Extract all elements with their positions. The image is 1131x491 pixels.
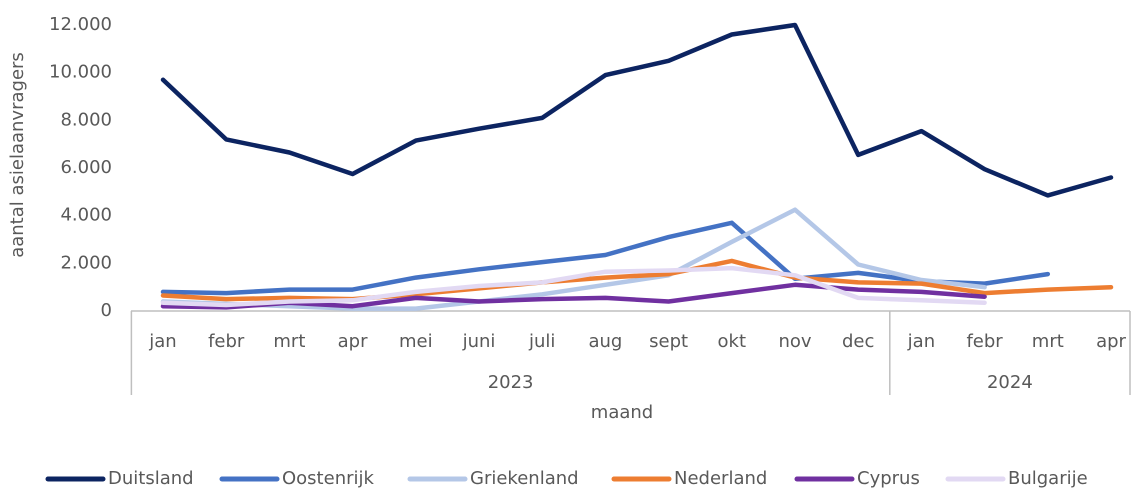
- x-tick-label: febr: [208, 331, 245, 352]
- x-tick-label: aug: [588, 331, 622, 352]
- x-tick-label: nov: [778, 331, 811, 352]
- y-axis-title: aantal asielaanvragers: [7, 52, 28, 258]
- x-tick-label: jan: [907, 331, 935, 352]
- y-tick-label: 8.000: [60, 109, 112, 130]
- x-tick-label: jan: [148, 331, 176, 352]
- x-tick-label: juni: [462, 331, 496, 352]
- series-line: [160, 22, 1114, 198]
- legend-label: Oostenrijk: [282, 468, 375, 489]
- x-tick-label: apr: [1096, 331, 1126, 352]
- y-tick-label: 0: [101, 300, 112, 321]
- x-tick-label: apr: [338, 331, 368, 352]
- legend-label: Griekenland: [470, 468, 579, 489]
- y-tick-label: 10.000: [49, 62, 112, 83]
- x-tick-label: juli: [528, 331, 555, 352]
- legend-label: Bulgarije: [1008, 468, 1088, 489]
- x-tick-label: mei: [399, 331, 433, 352]
- series-line: [160, 265, 987, 308]
- x-tick-label: sept: [649, 331, 688, 352]
- year-label: 2024: [987, 372, 1033, 393]
- y-tick-label: 6.000: [60, 157, 112, 178]
- series-line: [160, 220, 1051, 296]
- series-line: [160, 258, 1114, 302]
- x-tick-label: mrt: [273, 331, 305, 352]
- x-tick-label: mrt: [1032, 331, 1064, 352]
- legend-label: Duitsland: [108, 468, 194, 489]
- legend-label: Nederland: [674, 468, 767, 489]
- x-tick-label: dec: [842, 331, 874, 352]
- x-axis-title: maand: [591, 402, 653, 423]
- y-tick-label: 2.000: [60, 252, 112, 273]
- y-tick-label: 12.000: [49, 14, 112, 35]
- x-tick-label: okt: [718, 331, 747, 352]
- legend-label: Cyprus: [857, 468, 920, 489]
- x-tick-label: febr: [966, 331, 1003, 352]
- y-tick-label: 4.000: [60, 205, 112, 226]
- year-label: 2023: [488, 372, 534, 393]
- series-line: [160, 207, 987, 311]
